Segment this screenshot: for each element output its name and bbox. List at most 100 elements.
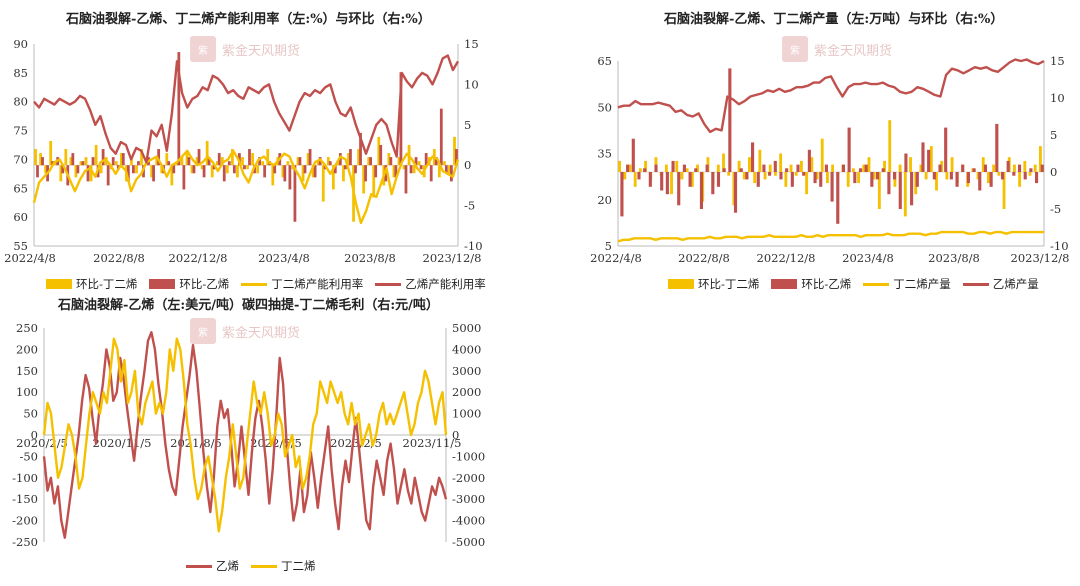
chart-title: 石脑油裂解-乙烯（左:美元/吨）碳四抽提-丁二烯毛利（右:元/吨） [58,298,439,313]
bar-ethylene-mom [369,157,373,166]
left-tick-label: -250 [12,535,38,549]
bar-butadiene-mom [74,165,78,178]
series-line-丁二烯 [42,337,448,533]
bar-ethylene-mom [961,164,965,172]
bar-ethylene-mom [36,165,39,178]
bar-ethylene-mom [887,172,891,195]
watermark: 紫 紫金天风期货 [190,318,300,344]
bar-ethylene-mom [762,164,766,172]
right-tick-label: 5 [464,118,471,132]
bar-ethylene-mom [333,165,337,174]
bar-ethylene-mom [364,165,367,182]
right-tick-label: -5 [464,199,475,213]
bar-butadiene-mom [251,153,254,166]
bar-ethylene-mom [728,68,732,172]
series-line-乙烯产能利用率 [33,54,460,164]
bar-butadiene-mom [888,120,892,172]
bar-butadiene-mom [696,164,699,172]
x-tick-label: 2022/4/8 [4,251,56,265]
bar-butadiene-mom [241,157,244,166]
bar-butadiene-mom [397,157,401,166]
bar-ethylene-mom [177,52,181,166]
bar-butadiene-mom [210,165,214,178]
legend-item-butadiene-mom: 环比-丁二烯 [668,276,759,292]
bar-ethylene-mom [830,172,834,202]
left-tick-label: -200 [12,514,38,528]
bar-butadiene-mom [867,157,871,172]
left-tick-label: 75 [13,124,28,138]
left-tick-label: 200 [16,342,38,356]
chart-plot: 250 200 150 100 50 0 -50 -100 -150 -200 -250 5000 40… [12,321,485,549]
bar-ethylene-mom [790,172,794,187]
bar-butadiene-mom [402,165,406,170]
bar-butadiene-mom [846,172,850,187]
bar-ethylene-mom [121,153,125,166]
bar-ethylene-mom [1017,164,1022,172]
bar-ethylene-mom [455,149,458,166]
bar-butadiene-mom [392,165,396,178]
bar-butadiene-mom [225,165,229,174]
bar-butadiene-mom [185,153,189,166]
bar-ethylene-mom [212,165,216,170]
bar-butadiene-mom [357,149,360,166]
bar-ethylene-mom [836,172,840,224]
chart-title: 石脑油裂解-乙烯、丁二烯产能利用率（左:%）与环比（右:%） [66,12,431,27]
bar-ethylene-mom [313,165,317,178]
bar-butadiene-mom [1023,160,1027,172]
left-tick-label: 65 [597,54,612,68]
bar-butadiene-mom [748,157,751,172]
right-tick-label: 2000 [452,385,481,399]
right-tick-label: 10 [464,77,479,91]
bar-butadiene-mom [1012,164,1016,172]
bar-ethylene-mom [409,165,413,174]
x-tick-label: 2022/8/8 [678,251,730,265]
bar-ethylene-mom [1029,168,1033,172]
bar-ethylene-mom [853,172,857,184]
bar-butadiene-mom [633,172,637,187]
watermark: 紫 紫金天风期货 [190,36,300,62]
bar-ethylene-mom [288,165,292,190]
bar-butadiene-mom [331,165,335,190]
x-tick-label: 2023/11/5 [403,436,462,450]
legend-item-ethylene-mom: 环比-乙烯 [771,276,851,292]
bar-ethylene-mom [137,161,140,166]
bar-ethylene-mom [258,157,261,166]
bar-butadiene-mom [805,172,809,195]
bar-butadiene-mom [976,172,980,180]
right-tick-label: -1000 [452,449,485,463]
bar-ethylene-mom [682,164,686,172]
bar-butadiene-mom [909,157,912,172]
bar-ethylene-mom [813,172,817,184]
chart-panel-output: 石脑油裂解-乙烯、丁二烯产量（左:万吨）与环比（右:%） 紫 紫金天风期货 65… [590,0,1080,295]
chart-legend: 环比-丁二烯 环比-乙烯 丁二烯产能利用率 乙烯产能利用率 [46,276,486,292]
bar-ethylene-mom [699,172,704,209]
bar-butadiene-mom [119,153,123,166]
bar-butadiene-mom [140,149,143,166]
left-tick-label: 70 [13,152,28,166]
bar-ethylene-mom [1012,172,1016,176]
bar-butadiene-mom [246,165,249,170]
bar-ethylene-mom [660,172,664,191]
bar-ethylene-mom [785,168,789,172]
bar-ethylene-mom [207,157,211,166]
bar-ethylene-mom [779,172,783,180]
legend-item-ethylene-util: 乙烯产能利用率 [375,276,486,292]
bar-ethylene-mom [217,153,221,166]
bar-ethylene-mom [414,157,418,166]
x-tick-label: 2021/8/5 [170,436,222,450]
bar-ethylene-mom [694,168,698,172]
x-tick-label: 2020/2/5 [16,436,68,450]
bar-butadiene-mom [170,165,174,186]
right-tick-label: -10 [1050,239,1069,253]
bar-butadiene-mom [256,165,260,174]
bar-ethylene-mom [328,161,332,166]
bar-butadiene-mom [732,172,736,206]
x-tick-label: 2023/8/8 [344,251,396,265]
bar-butadiene-mom [443,161,446,166]
bar-ethylene-mom [243,165,246,170]
left-tick-label: 20 [597,193,612,207]
bar-ethylene-mom [167,161,171,166]
left-tick-label: -100 [12,471,38,485]
bar-ethylene-mom [893,172,897,180]
bar-butadiene-mom [690,172,694,187]
